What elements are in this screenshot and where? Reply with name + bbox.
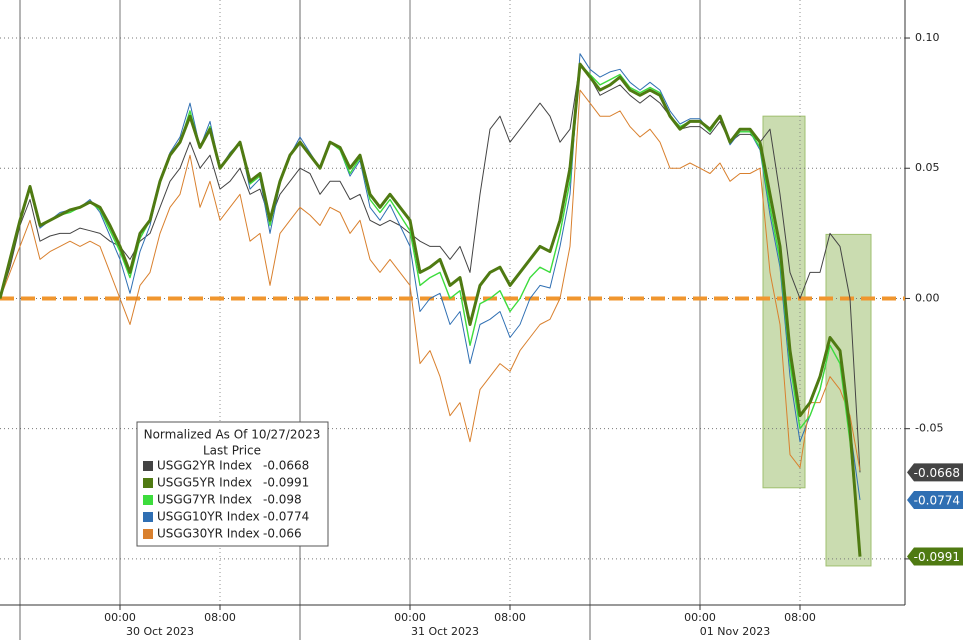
legend-swatch (143, 495, 153, 505)
x-tick-label: 00:00 (104, 611, 136, 624)
legend-swatch (143, 529, 153, 539)
highlight-box (825, 233, 872, 567)
y-tick-label: -0.05 (915, 422, 943, 435)
value-tag-label: -0.0668 (914, 466, 960, 480)
legend-name: USGG30YR Index (157, 527, 260, 541)
legend-box (136, 421, 329, 547)
series-line (0, 89, 861, 471)
value-tag (907, 463, 963, 482)
x-tick-label: 00:00 (394, 611, 426, 624)
legend-value: -0.0668 (263, 459, 309, 473)
legend-name: USGG10YR Index (157, 510, 260, 524)
legend-name: USGG7YR Index (157, 493, 252, 507)
value-tag-label: -0.0774 (914, 494, 960, 508)
y-tick-label: 0.10 (915, 31, 940, 44)
series-line (0, 63, 861, 473)
date-label: 30 Oct 2023 (126, 625, 194, 638)
date-label: 01 Nov 2023 (700, 625, 770, 638)
legend-subtitle: Last Price (203, 444, 261, 458)
y-tick-label: 0.00 (915, 291, 940, 304)
x-tick-label: 08:00 (204, 611, 236, 624)
x-tick-label: 08:00 (494, 611, 526, 624)
legend-name: USGG2YR Index (157, 459, 252, 473)
y-tick-label: 0.05 (915, 161, 940, 174)
date-label: 31 Oct 2023 (411, 625, 479, 638)
value-tag-label: -0.0991 (914, 550, 960, 564)
x-tick-label: 00:00 (684, 611, 716, 624)
legend-value: -0.0991 (263, 476, 309, 490)
legend-swatch (143, 512, 153, 522)
legend-name: USGG5YR Index (157, 476, 252, 490)
legend-swatch (143, 478, 153, 488)
legend-swatch (143, 461, 153, 471)
value-tag (907, 547, 963, 566)
legend-value: -0.098 (263, 493, 302, 507)
legend-value: -0.0774 (263, 510, 309, 524)
value-tag (907, 491, 963, 510)
series-line (0, 62, 862, 557)
legend-title: Normalized As Of 10/27/2023 (144, 428, 321, 442)
legend-value: -0.066 (263, 527, 302, 541)
series-line (0, 63, 861, 554)
x-tick-label: 08:00 (784, 611, 816, 624)
